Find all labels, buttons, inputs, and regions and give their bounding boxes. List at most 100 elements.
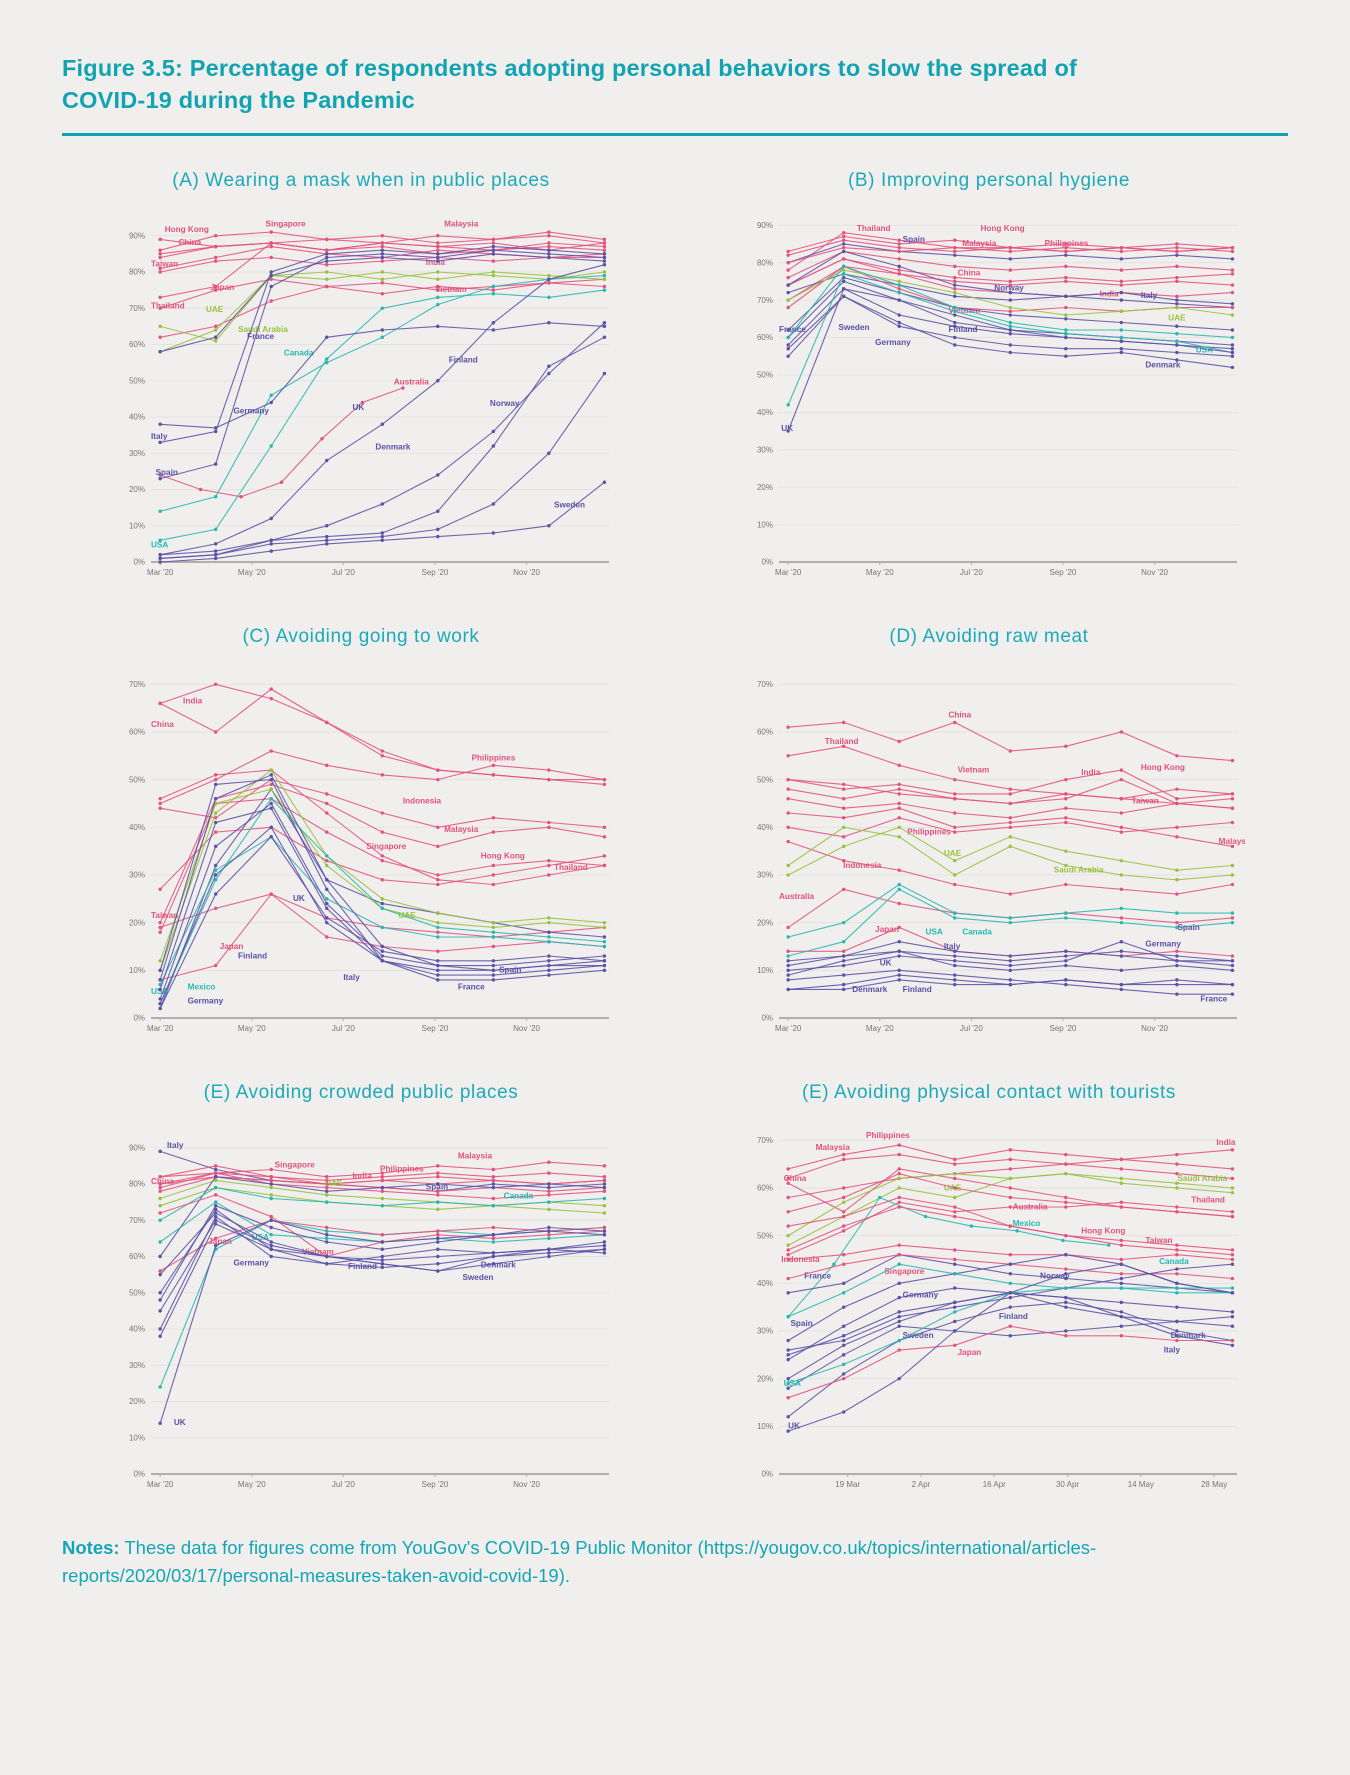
svg-text:0%: 0% xyxy=(133,558,145,567)
svg-text:Jul '20: Jul '20 xyxy=(960,1024,983,1033)
svg-text:India: India xyxy=(353,1171,373,1180)
svg-text:UAE: UAE xyxy=(1168,313,1186,322)
svg-text:Germany: Germany xyxy=(188,997,224,1006)
svg-text:30%: 30% xyxy=(757,871,773,880)
svg-text:Sep '20: Sep '20 xyxy=(1050,1024,1077,1033)
svg-text:70%: 70% xyxy=(757,1136,773,1145)
svg-text:Singapore: Singapore xyxy=(366,842,406,851)
chart-title-tourists: (E) Avoiding physical contact with touri… xyxy=(802,1081,1176,1103)
svg-text:India: India xyxy=(1081,768,1101,777)
svg-text:France: France xyxy=(247,332,274,341)
svg-text:Finland: Finland xyxy=(449,355,478,364)
svg-text:Spain: Spain xyxy=(499,966,521,975)
svg-text:50%: 50% xyxy=(757,370,773,379)
svg-text:Hong Kong: Hong Kong xyxy=(981,224,1025,233)
svg-text:May '20: May '20 xyxy=(866,1024,894,1033)
figure-page: Figure 3.5: Percentage of respondents ad… xyxy=(62,52,1288,1586)
svg-text:0%: 0% xyxy=(133,1014,145,1023)
svg-text:Philippines: Philippines xyxy=(866,1131,910,1140)
svg-text:Taiwan: Taiwan xyxy=(1132,796,1159,805)
svg-text:China: China xyxy=(958,269,981,278)
svg-text:0%: 0% xyxy=(761,1470,773,1479)
svg-text:16 Apr: 16 Apr xyxy=(983,1480,1006,1489)
svg-text:Mar '20: Mar '20 xyxy=(147,1480,174,1489)
svg-text:Mar '20: Mar '20 xyxy=(775,1024,802,1033)
svg-text:50%: 50% xyxy=(129,376,145,385)
svg-text:Vietnam: Vietnam xyxy=(948,306,980,315)
svg-text:May '20: May '20 xyxy=(238,568,266,577)
svg-text:Norway: Norway xyxy=(994,284,1024,293)
svg-text:Vietnam: Vietnam xyxy=(435,285,467,294)
figure-header: Figure 3.5: Percentage of respondents ad… xyxy=(62,52,1288,136)
svg-text:Jul '20: Jul '20 xyxy=(332,1480,355,1489)
svg-text:60%: 60% xyxy=(757,1184,773,1193)
svg-text:2 Apr: 2 Apr xyxy=(912,1480,931,1489)
svg-text:Australia: Australia xyxy=(1013,1202,1048,1211)
svg-text:40%: 40% xyxy=(129,413,145,422)
chart-title-hygiene: (B) Improving personal hygiene xyxy=(847,169,1131,191)
svg-text:60%: 60% xyxy=(129,340,145,349)
svg-text:USA: USA xyxy=(151,987,168,996)
svg-text:19 Mar: 19 Mar xyxy=(835,1480,860,1489)
svg-text:Taiwan: Taiwan xyxy=(151,259,178,268)
svg-text:May '20: May '20 xyxy=(238,1480,266,1489)
svg-text:China: China xyxy=(151,1177,174,1186)
svg-text:Canada: Canada xyxy=(962,927,992,936)
svg-text:50%: 50% xyxy=(757,775,773,784)
svg-text:Indonesia: Indonesia xyxy=(403,796,442,805)
svg-text:Canada: Canada xyxy=(284,348,314,357)
svg-text:40%: 40% xyxy=(129,823,145,832)
svg-text:India: India xyxy=(183,696,203,705)
svg-text:Germany: Germany xyxy=(233,406,269,415)
svg-text:20%: 20% xyxy=(757,483,773,492)
svg-text:Malaysia: Malaysia xyxy=(1219,837,1245,846)
svg-text:20%: 20% xyxy=(129,1397,145,1406)
svg-text:May '20: May '20 xyxy=(866,568,894,577)
svg-text:90%: 90% xyxy=(129,1143,145,1152)
svg-text:80%: 80% xyxy=(129,1180,145,1189)
svg-text:UAE: UAE xyxy=(206,305,224,314)
svg-text:Italy: Italy xyxy=(343,973,360,982)
svg-text:Italy: Italy xyxy=(167,1141,184,1150)
svg-text:10%: 10% xyxy=(129,966,145,975)
svg-text:Australia: Australia xyxy=(779,892,814,901)
chart-canvas-mask: 0% 10% 20% 30% 40% 50% 60% 70% 80% 90% Mar '20 May … xyxy=(105,196,617,596)
svg-text:50%: 50% xyxy=(757,1231,773,1240)
svg-text:40%: 40% xyxy=(757,408,773,417)
svg-text:Taiwan: Taiwan xyxy=(1145,1236,1172,1245)
svg-text:Japan: Japan xyxy=(211,283,235,292)
svg-text:30%: 30% xyxy=(757,445,773,454)
svg-text:Nov '20: Nov '20 xyxy=(513,1024,540,1033)
svg-text:Germany: Germany xyxy=(1145,939,1181,948)
chart-canvas-tourists: 0% 10% 20% 30% 40% 50% 60% 70% 19 Mar 2 Apr 16 Apr… xyxy=(733,1108,1245,1508)
svg-text:Saudi Arabia: Saudi Arabia xyxy=(1177,1174,1227,1183)
svg-text:Sweden: Sweden xyxy=(462,1273,493,1282)
svg-text:Spain: Spain xyxy=(903,235,925,244)
svg-text:Indonesia: Indonesia xyxy=(843,861,882,870)
svg-text:Nov '20: Nov '20 xyxy=(1141,1024,1168,1033)
svg-text:Finland: Finland xyxy=(348,1262,377,1271)
svg-text:Japan: Japan xyxy=(875,925,899,934)
svg-text:Thailand: Thailand xyxy=(825,737,859,746)
chart-section-crowded: (E) Avoiding crowded public places 0% 10%… xyxy=(62,1074,660,1508)
svg-text:Denmark: Denmark xyxy=(375,442,410,451)
svg-text:70%: 70% xyxy=(757,296,773,305)
svg-text:Italy: Italy xyxy=(1164,1345,1181,1354)
chart-title-work: (C) Avoiding going to work xyxy=(242,625,480,647)
svg-text:Mexico: Mexico xyxy=(1013,1219,1041,1228)
chart-canvas-rawmeat: 0% 10% 20% 30% 40% 50% 60% 70% Mar '20 May '20 Jul… xyxy=(733,652,1245,1052)
svg-text:10%: 10% xyxy=(757,1422,773,1431)
svg-text:Sweden: Sweden xyxy=(903,1331,934,1340)
svg-text:Malaysia: Malaysia xyxy=(444,825,479,834)
svg-text:Philippines: Philippines xyxy=(380,1164,424,1173)
svg-text:40%: 40% xyxy=(757,1279,773,1288)
chart-section-work: (C) Avoiding going to work 0% 10% 20% 30% 40… xyxy=(62,618,660,1052)
svg-text:Taiwan: Taiwan xyxy=(151,911,178,920)
svg-text:Malaysia: Malaysia xyxy=(444,220,479,229)
svg-text:Italy: Italy xyxy=(151,432,168,441)
svg-text:USA: USA xyxy=(784,1379,801,1388)
svg-text:Singapore: Singapore xyxy=(266,220,306,229)
svg-text:60%: 60% xyxy=(129,728,145,737)
svg-text:28 May: 28 May xyxy=(1201,1480,1227,1489)
svg-text:30 Apr: 30 Apr xyxy=(1056,1480,1079,1489)
